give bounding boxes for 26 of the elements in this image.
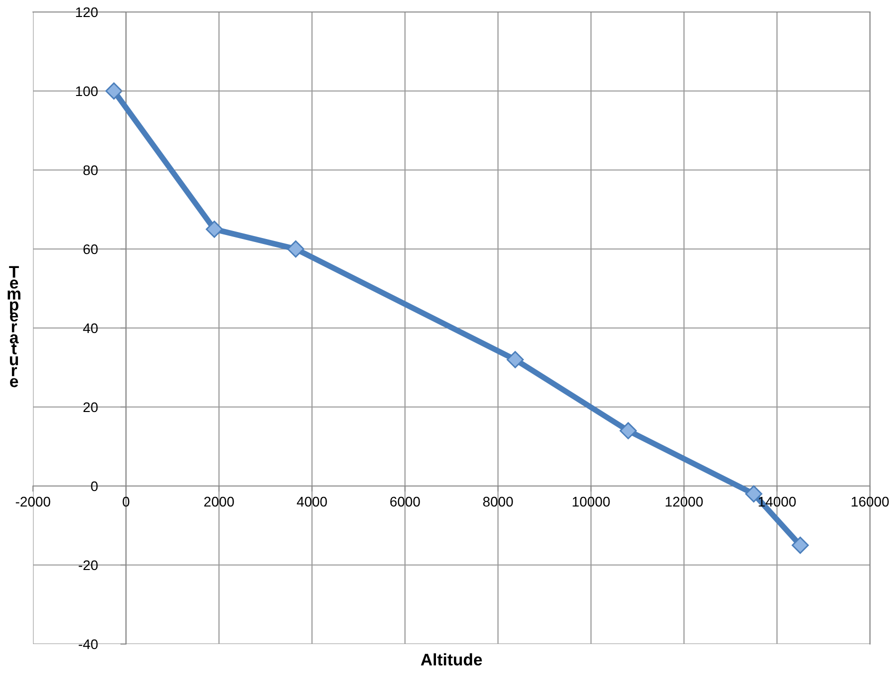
x-axis-title: Altitude	[420, 653, 482, 666]
text: Temperature	[8, 266, 20, 388]
y-tick-label: -20	[78, 560, 98, 570]
y-tick-label: 60	[83, 244, 98, 254]
x-tick-label: 4000	[296, 496, 327, 507]
x-tick-label: -2000	[16, 496, 50, 507]
x-tick-label: 12000	[666, 496, 703, 507]
y-tick-label: 40	[83, 323, 98, 334]
x-tick-label: 16000	[852, 496, 889, 507]
x-tick-label: 10000	[572, 496, 610, 507]
x-tick-label: 0	[122, 496, 130, 507]
y-tick-label: 100	[76, 86, 98, 96]
x-tick-label: 8000	[483, 496, 513, 507]
y-tick-label: -40	[78, 639, 98, 650]
y-tick-label: 80	[83, 165, 98, 176]
point	[792, 536, 809, 554]
point	[506, 351, 524, 368]
point	[287, 240, 304, 258]
y-tick-label: 20	[83, 402, 98, 412]
point	[105, 82, 122, 100]
x-tick-label: 2000	[204, 496, 234, 507]
y-tick-label: 0	[91, 481, 98, 492]
point	[206, 220, 223, 238]
point	[620, 422, 637, 440]
y-tick-label: 120	[76, 7, 98, 18]
x-tick-label: 6000	[390, 496, 420, 507]
